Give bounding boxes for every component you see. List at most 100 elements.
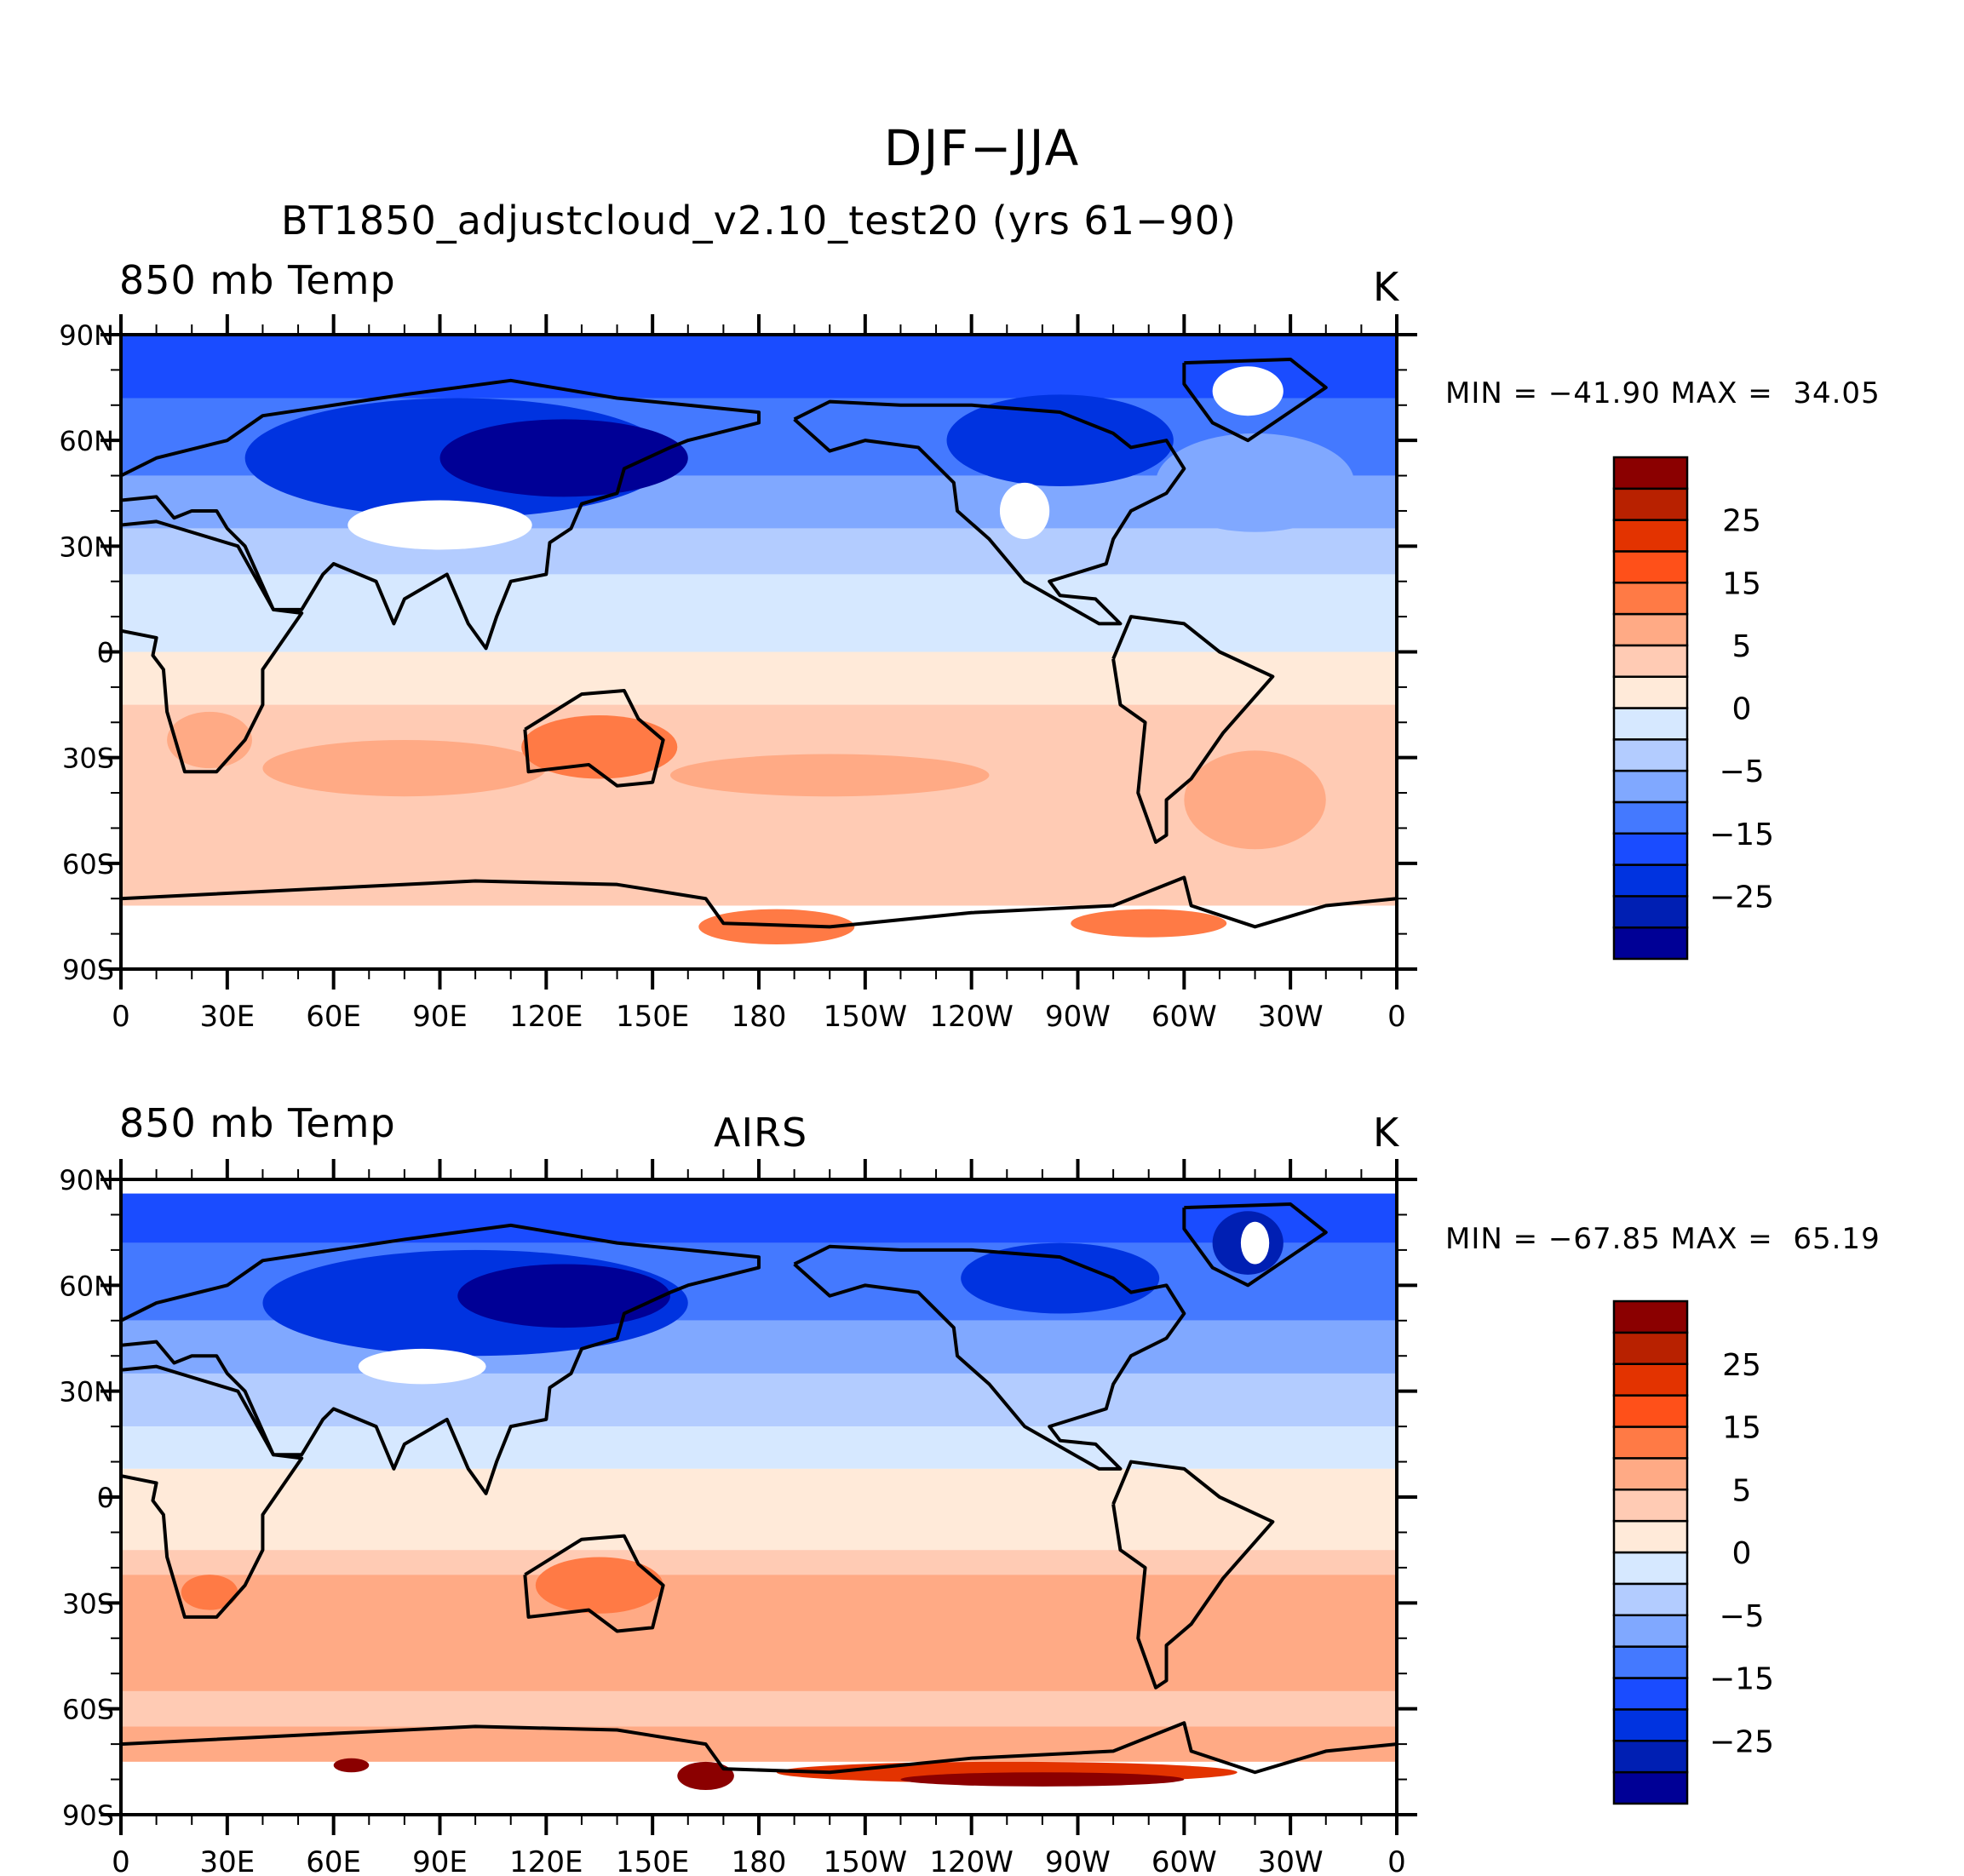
zonal-band (121, 1373, 1397, 1427)
colorbar-box (1612, 612, 1689, 647)
panel1-max-label: MAX = (1670, 376, 1773, 410)
colorbar-box (1612, 1551, 1689, 1586)
panel2-variable-title: 850 mb Temp (119, 1100, 396, 1146)
y-tick-label: 60N (59, 1270, 114, 1302)
y-tick-label: 30N (59, 531, 114, 563)
coastline-antarctica (121, 1721, 1397, 1775)
colorbar-label: 5 (1732, 1473, 1752, 1508)
colorbar-box (1612, 1740, 1689, 1774)
x-tick-label: 0 (1387, 1000, 1406, 1034)
zonal-band (121, 651, 1397, 705)
colorbar-label: −15 (1709, 818, 1774, 852)
panel2-min-label: MIN = (1445, 1222, 1539, 1256)
field-anomaly-region (961, 1242, 1160, 1314)
colorbar-label: −25 (1709, 880, 1774, 915)
field-anomaly-region (677, 1761, 734, 1790)
zonal-band (121, 574, 1397, 652)
field-anomaly-region (347, 500, 532, 550)
panel1-minmax: MIN = −41.90 MAX = 34.05 (1445, 376, 1881, 410)
field-anomaly-region (181, 1575, 238, 1610)
x-tick-label: 30E (199, 1000, 255, 1034)
x-tick-label: 30E (199, 1845, 255, 1876)
zonal-band (121, 1575, 1397, 1691)
map-panel-2: 0 30E 60E 90E 120E 150E 180 150W 120W 90W 60W 30W 0 9… (59, 1159, 1774, 1876)
y-tick-label: 90N (59, 1164, 114, 1196)
panel2-max: 65.19 (1793, 1222, 1881, 1256)
colorbar-box (1612, 1426, 1689, 1460)
panel2-min: −67.85 (1548, 1222, 1661, 1256)
colorbar-box (1612, 644, 1689, 678)
x-tick-label: 0 (112, 1000, 130, 1034)
colorbar-box (1612, 738, 1689, 772)
colorbar-box (1612, 487, 1689, 521)
panel1-min: −41.90 (1548, 376, 1661, 410)
colorbar-box (1612, 1299, 1689, 1334)
field-anomaly-region (521, 715, 678, 779)
x-tick-label: 180 (732, 1000, 787, 1034)
y-tick-label: 60S (62, 1694, 114, 1726)
x-tick-label: 150W (824, 1845, 908, 1876)
field-anomaly-region (698, 909, 855, 945)
panel1-variable-title: 850 mb Temp (119, 257, 396, 303)
panel2-minmax: MIN = −67.85 MAX = 65.19 (1445, 1222, 1881, 1256)
y-tick-label: 60S (62, 848, 114, 881)
y-tick-label: 0 (97, 1482, 114, 1514)
coastline-australia (523, 689, 665, 788)
field-anomaly-region (669, 754, 990, 797)
coastline-greenland (1182, 1202, 1328, 1288)
y-tick-label: 90S (62, 1799, 114, 1832)
colorbar-box (1612, 1331, 1689, 1365)
x-tick-label: 0 (1387, 1845, 1406, 1876)
colorbar-box (1612, 1582, 1689, 1616)
colorbar-box (1612, 1677, 1689, 1711)
colorbar-box (1612, 456, 1689, 491)
x-tick-label: 120W (929, 1845, 1014, 1876)
colorbar-box (1612, 1394, 1689, 1428)
colorbar-box (1612, 800, 1689, 835)
colorbar-box (1612, 832, 1689, 866)
x-tick-label: 90E (412, 1845, 468, 1876)
panel1-units: K (1373, 264, 1400, 310)
colorbar-box (1612, 1770, 1689, 1805)
panel2-case-title: AIRS (714, 1110, 808, 1156)
field-anomaly-region (1212, 366, 1283, 416)
zonal-band (121, 704, 1397, 906)
field-anomaly-region (333, 1758, 370, 1773)
coastline-eurasia (121, 1223, 761, 1495)
coastline-africa (121, 519, 304, 774)
zonal-band (121, 1426, 1397, 1469)
x-tick-label: 90W (1045, 1845, 1111, 1876)
field-anomaly-region (457, 1264, 670, 1328)
zonal-band (121, 1468, 1397, 1551)
panel1-max: 34.05 (1793, 376, 1881, 410)
field-anomaly-region (1184, 750, 1326, 850)
coastline-australia (523, 1534, 665, 1633)
colorbar-label: 5 (1732, 629, 1752, 664)
field-anomaly-region (1071, 909, 1227, 938)
x-tick-label: 90W (1045, 1000, 1111, 1034)
colorbar-box (1612, 895, 1689, 929)
field-anomaly-region (999, 482, 1050, 540)
colorbar-label: −5 (1719, 754, 1764, 789)
colorbar-box (1612, 863, 1689, 898)
map-panel-1: 0 30E 60E 90E 120E 150E 180 150W 120W 90W 60W 30W 0 9… (59, 314, 1774, 1034)
coastline-namerica (793, 399, 1186, 626)
x-tick-label: 120W (929, 1000, 1014, 1034)
zonal-band (121, 1193, 1397, 1243)
coastline-namerica (793, 1244, 1186, 1471)
y-tick-label: 30S (62, 743, 114, 775)
x-tick-label: 0 (112, 1845, 130, 1876)
colorbar-label: 25 (1722, 1348, 1761, 1383)
x-tick-label: 150E (616, 1000, 689, 1034)
y-tick-label: 90N (59, 319, 114, 352)
temperature-field (121, 1193, 1397, 1790)
colorbar-label: 25 (1722, 504, 1761, 539)
x-tick-label: 60W (1151, 1000, 1217, 1034)
field-anomaly-region (262, 739, 547, 797)
colorbar-box (1612, 1708, 1689, 1742)
x-tick-label: 30W (1258, 1845, 1324, 1876)
colorbar-label: −15 (1709, 1662, 1774, 1697)
coastline-samerica (1111, 1460, 1275, 1690)
colorbar-box (1612, 1519, 1689, 1554)
